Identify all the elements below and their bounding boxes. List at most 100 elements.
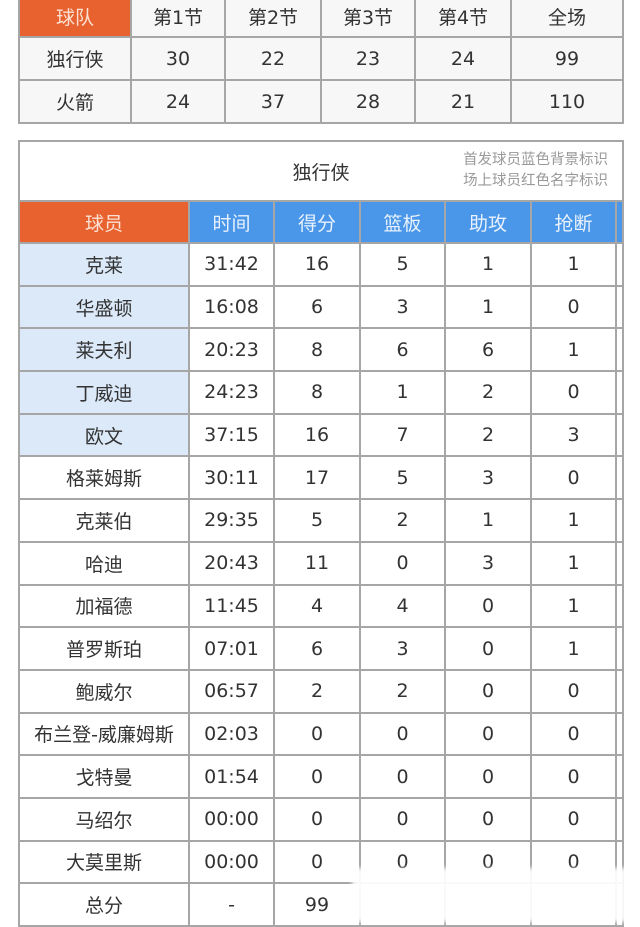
stat-cell: 1	[444, 242, 532, 287]
score-cell: 24	[130, 79, 226, 124]
stat-cell: 5	[273, 498, 361, 543]
stat-cell: 2	[359, 498, 446, 543]
stat-cell: 37:15	[188, 412, 275, 458]
stat-cell: 0	[359, 796, 446, 842]
player-row: 加福德 11:45 4 4 0 1	[18, 583, 625, 629]
stat-cell-partial	[614, 796, 625, 842]
score-header-cell: 第4节	[414, 0, 512, 38]
score-cell: 28	[320, 79, 416, 124]
score-cell: 30	[130, 36, 226, 81]
score-cell: 99	[510, 36, 624, 81]
score-header-cell: 第2节	[224, 0, 322, 38]
box-header-cell-partial	[614, 200, 625, 244]
stat-cell: 8	[273, 370, 361, 415]
stat-cell: 1	[530, 583, 617, 629]
player-name-cell: 莱夫利	[18, 327, 190, 373]
score-cell: 22	[224, 36, 322, 81]
stat-cell: 30:11	[188, 455, 275, 501]
player-row: 欧文 37:15 16 7 2 3	[18, 412, 625, 458]
player-row: 克莱 31:42 16 5 1 1	[18, 242, 625, 287]
score-cell: 23	[320, 36, 416, 81]
score-cell: 24	[414, 36, 512, 81]
stat-cell: 06:57	[188, 668, 275, 714]
score-row: 独行侠 30 22 23 24 99	[18, 36, 624, 81]
stat-cell: 1	[530, 626, 617, 671]
stat-cell: 2	[359, 668, 446, 714]
player-row: 鲍威尔 06:57 2 2 0 0	[18, 668, 625, 714]
score-row: 火箭 24 37 28 21 110	[18, 79, 624, 124]
stat-cell: 8	[273, 327, 361, 373]
stat-cell-partial	[614, 370, 625, 415]
stat-cell: 0	[530, 455, 617, 501]
stat-cell: 20:43	[188, 540, 275, 586]
box-header-cell: 球员	[18, 200, 190, 244]
player-name-cell: 哈迪	[18, 540, 190, 586]
stat-cell-partial	[614, 327, 625, 373]
score-cell: 37	[224, 79, 322, 124]
box-header-cell: 得分	[273, 200, 361, 244]
player-row: 普罗斯珀 07:01 6 3 0 1	[18, 626, 625, 671]
player-name-cell: 加福德	[18, 583, 190, 629]
box-header-cell: 抢断	[530, 200, 617, 244]
box-title-cell: 独行侠 首发球员蓝色背景标识 场上球员红色名字标识	[17, 140, 625, 202]
stat-cell: 5	[359, 455, 446, 501]
player-name-cell: 华盛顿	[18, 284, 190, 330]
stat-cell: 11:45	[188, 583, 275, 629]
player-name-cell: 丁威迪	[18, 370, 190, 415]
stat-cell: 2	[444, 370, 532, 415]
player-name-cell: 大莫里斯	[18, 839, 190, 885]
stat-cell: 0	[530, 284, 617, 330]
player-row: 华盛顿 16:08 6 3 1 0	[18, 284, 625, 330]
stat-cell: 29:35	[188, 498, 275, 543]
box-header-cell: 篮板	[359, 200, 446, 244]
stat-cell: 1	[444, 284, 532, 330]
stat-cell: 0	[530, 711, 617, 757]
box-title-row: 独行侠 首发球员蓝色背景标识 场上球员红色名字标识	[17, 140, 625, 202]
stat-cell: 1	[444, 498, 532, 543]
stat-cell: 4	[273, 583, 361, 629]
stat-cell: 1	[530, 540, 617, 586]
stat-cell: 1	[530, 498, 617, 543]
stat-cell-partial	[614, 583, 625, 629]
stat-cell: 6	[273, 284, 361, 330]
stat-cell-partial	[614, 668, 625, 714]
score-header-cell: 第1节	[130, 0, 226, 38]
stat-cell: 2	[444, 412, 532, 458]
stat-cell: 24:23	[188, 370, 275, 415]
stat-cell: 0	[273, 754, 361, 799]
player-row: 哈迪 20:43 11 0 3 1	[18, 540, 625, 586]
stat-cell-partial	[614, 242, 625, 287]
legend-on-court: 场上球员红色名字标识	[463, 173, 609, 189]
player-name-cell: 克莱伯	[18, 498, 190, 543]
stat-cell: 0	[444, 796, 532, 842]
player-row: 格莱姆斯 30:11 17 5 3 0	[18, 455, 625, 501]
box-header-row: 球员 时间 得分 篮板 助攻 抢断	[18, 200, 625, 244]
stat-cell: 16	[273, 242, 361, 287]
team-name-cell: 火箭	[18, 79, 132, 124]
player-box-score-table: 独行侠 首发球员蓝色背景标识 场上球员红色名字标识 球员 时间 得分 篮板 助攻 抢断 克…	[17, 140, 625, 927]
score-header-cell: 全场	[510, 0, 624, 38]
player-row: 丁威迪 24:23 8 1 2 0	[18, 370, 625, 415]
player-name-cell: 布兰登-威廉姆斯	[18, 711, 190, 757]
box-header-cell: 助攻	[444, 200, 532, 244]
team-name-cell: 独行侠	[18, 36, 132, 81]
stat-cell: 0	[359, 540, 446, 586]
player-name-cell: 鲍威尔	[18, 668, 190, 714]
player-row: 莱夫利 20:23 8 6 6 1	[18, 327, 625, 373]
score-header-cell: 第3节	[320, 0, 416, 38]
stat-cell: 0	[273, 711, 361, 757]
stat-cell: 31:42	[188, 242, 275, 287]
watermark-overlay	[352, 868, 627, 922]
stat-cell: 1	[530, 327, 617, 373]
stat-cell-partial	[614, 498, 625, 543]
stat-cell: 02:03	[188, 711, 275, 757]
stat-cell: 0	[444, 583, 532, 629]
stat-cell: 3	[530, 412, 617, 458]
player-row: 马绍尔 00:00 0 0 0 0	[18, 796, 625, 842]
stat-cell-partial	[614, 754, 625, 799]
stat-cell: 2	[273, 668, 361, 714]
stat-cell: 01:54	[188, 754, 275, 799]
stat-cell: -	[188, 882, 275, 927]
stat-cell: 0	[530, 796, 617, 842]
stat-cell: 6	[273, 626, 361, 671]
